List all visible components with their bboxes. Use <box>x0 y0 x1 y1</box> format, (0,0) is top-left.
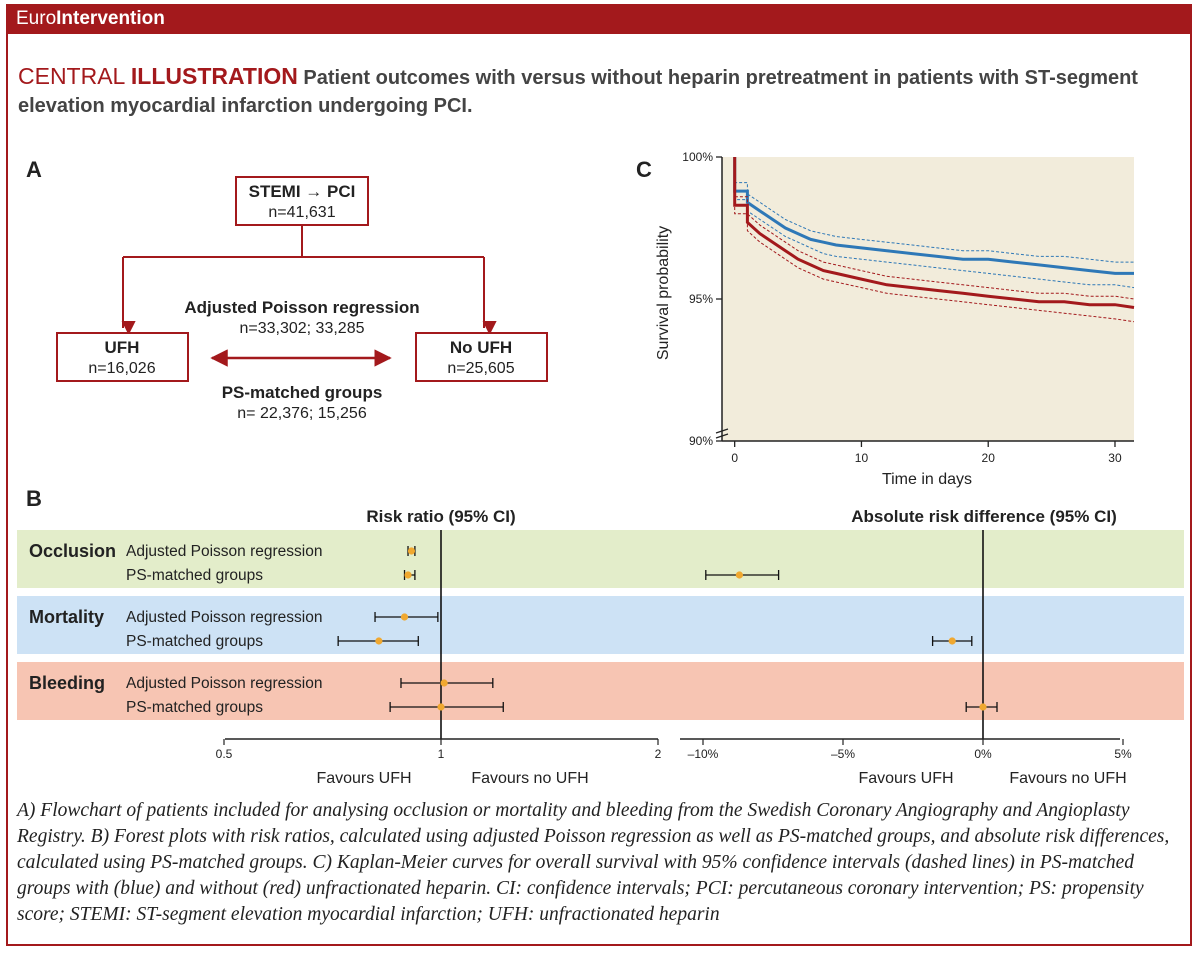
ard-favours-ufh: Favours UFH <box>858 770 953 787</box>
rr-point <box>440 679 448 687</box>
ard-tick-label-2: 0% <box>974 747 992 761</box>
ufh-box-count: n=16,026 <box>88 360 155 377</box>
forest-ticks: 0.5 1 2 –10% –5% 0% 5% <box>216 739 1132 761</box>
no-ufh-box-title: No UFH <box>450 338 512 357</box>
no-ufh-box-count: n=25,605 <box>447 360 514 377</box>
rr-point <box>375 637 383 645</box>
rr-point <box>407 547 416 555</box>
ard-point <box>979 703 987 711</box>
group-label-bleeding: Bleeding <box>29 673 105 693</box>
rr-point <box>437 703 445 711</box>
rr-tick-label-2: 2 <box>655 747 662 761</box>
title-prefix: CENTRAL <box>18 63 131 89</box>
km-x-tick-label-1: 10 <box>855 451 869 465</box>
row-label: PS-matched groups <box>126 633 263 650</box>
ard-tick-label-1: –5% <box>831 747 855 761</box>
band-mortality <box>17 596 1184 654</box>
group-label-mortality: Mortality <box>29 607 104 627</box>
ufh-box-title: UFH <box>105 338 140 357</box>
band-occlusion <box>17 530 1184 588</box>
row-label: Adjusted Poisson regression <box>126 543 322 560</box>
km-ci-lower-1 <box>734 157 1135 323</box>
km-ci-lower-0 <box>734 157 1135 289</box>
top-box-count: n=41,631 <box>268 204 335 221</box>
ufh-box <box>56 332 189 382</box>
row-label: PS-matched groups <box>126 567 263 584</box>
row-label: PS-matched groups <box>126 699 263 716</box>
axis-break-mark-2 <box>715 433 729 439</box>
group-label-occlusion: Occlusion <box>29 541 116 561</box>
km-y-label: Survival probability <box>655 226 672 360</box>
title-text: Patient outcomes with versus without hep… <box>18 67 1138 117</box>
rr-title: Risk ratio (95% CI) <box>366 507 515 526</box>
figure-title: CENTRAL ILLUSTRATION Patient outcomes wi… <box>18 62 1178 120</box>
km-curve-1 <box>733 157 1135 309</box>
km-y-tick-label-0: 100% <box>682 150 713 164</box>
method-ps-title: PS-matched groups <box>222 383 383 402</box>
rr-favours-no-ufh: Favours no UFH <box>471 770 588 787</box>
ard-tick-label-0: –10% <box>688 747 719 761</box>
km-x-tick-label-3: 30 <box>1108 451 1122 465</box>
no-ufh-box <box>415 332 548 382</box>
brand-prefix: Euro <box>16 8 57 29</box>
ard-favours-no-ufh: Favours no UFH <box>1009 770 1126 787</box>
km-x-label: Time in days <box>882 471 972 488</box>
brand-bold: Intervention <box>56 8 165 29</box>
panel-c: C 0 10 20 30 100% 95% 90% Time in days Surviva… <box>636 150 1135 488</box>
method-poisson-title: Adjusted Poisson regression <box>184 298 419 317</box>
band-bleeding <box>17 662 1184 720</box>
km-curve-0 <box>733 157 1134 275</box>
journal-header: EuroIntervention <box>6 4 1192 34</box>
km-y-tick-label-2: 90% <box>689 434 713 448</box>
km-x-tick-label-0: 0 <box>731 451 738 465</box>
figure-caption: A) Flowchart of patients included for an… <box>17 800 1170 925</box>
km-y-tick-label-1: 95% <box>689 292 713 306</box>
ard-point <box>735 571 744 579</box>
km-ticks: 0 10 20 30 100% 95% 90% <box>682 150 1122 465</box>
rr-favours-ufh: Favours UFH <box>316 770 411 787</box>
km-curves <box>733 157 1135 323</box>
row-label: Adjusted Poisson regression <box>126 609 322 626</box>
method-poisson-count: n=33,302; 33,285 <box>239 320 364 337</box>
title-bold: ILLUSTRATION <box>130 63 298 89</box>
axis-break-mark-1 <box>715 428 729 434</box>
top-box-title: STEMI → PCI <box>249 182 356 201</box>
km-plot-area <box>722 157 1134 441</box>
km-ci-upper-0 <box>734 157 1134 263</box>
rr-tick-label-0: 0.5 <box>216 747 233 761</box>
row-label: Adjusted Poisson regression <box>126 675 322 692</box>
rr-tick-label-1: 1 <box>438 747 445 761</box>
panel-a: A STEMI → PCI n=41,631 UFH n=16,026 No U… <box>26 157 548 422</box>
panel-c-label: C <box>636 157 652 182</box>
method-ps-count: n= 22,376; 15,256 <box>237 405 367 422</box>
rr-point <box>400 613 409 621</box>
panel-b-label: B <box>26 486 42 511</box>
forest-bands: Occlusion Adjusted Poisson regression PS-m… <box>17 530 1184 720</box>
ard-title: Absolute risk difference (95% CI) <box>851 507 1116 526</box>
km-x-tick-label-2: 20 <box>982 451 996 465</box>
km-ci-upper-1 <box>734 157 1135 300</box>
rr-point <box>404 571 412 579</box>
ard-tick-label-3: 5% <box>1114 747 1132 761</box>
forest-marks <box>337 546 998 712</box>
panel-b: B Occlusion Adjusted Poisson regression PS… <box>17 486 1184 787</box>
ard-point <box>948 637 956 645</box>
panel-a-label: A <box>26 157 42 182</box>
